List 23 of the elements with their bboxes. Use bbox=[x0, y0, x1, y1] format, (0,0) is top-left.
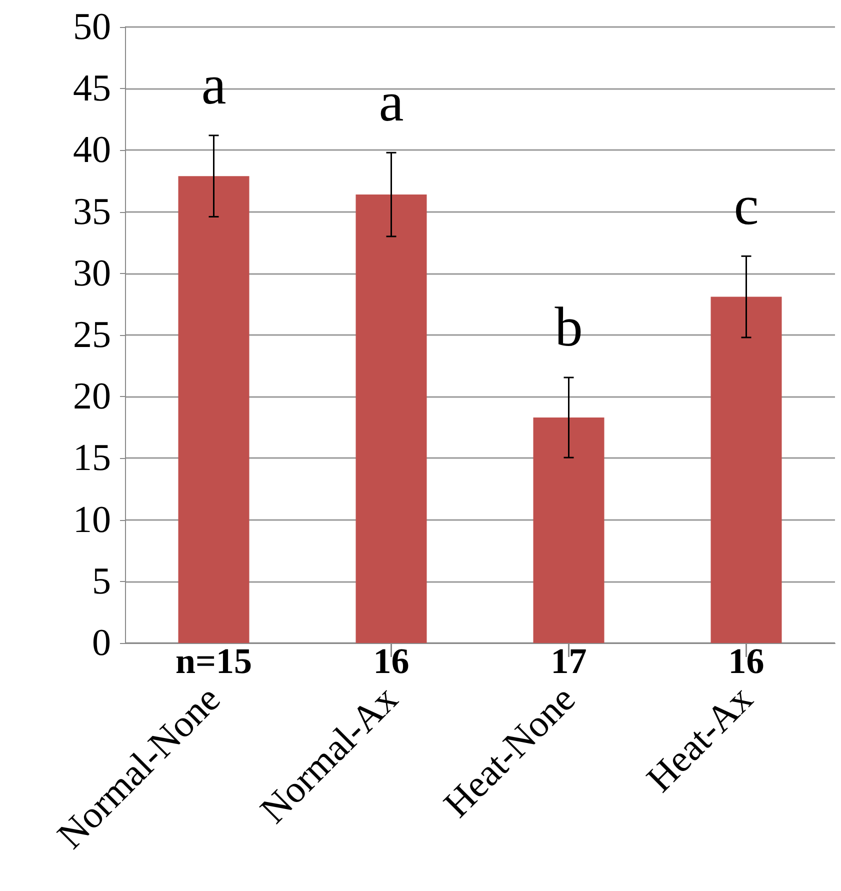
y-tick-label: 35 bbox=[73, 190, 111, 233]
annotation: 17 bbox=[550, 641, 587, 681]
y-tick-label: 40 bbox=[73, 129, 111, 172]
bar bbox=[533, 418, 604, 643]
annotation: a bbox=[378, 72, 404, 134]
annotation: b bbox=[554, 296, 583, 359]
y-tick-label: 0 bbox=[92, 622, 111, 664]
y-tick-label: 45 bbox=[73, 68, 111, 110]
annotation: n=15 bbox=[175, 641, 252, 681]
y-tick-label: 10 bbox=[73, 498, 111, 541]
bar bbox=[178, 176, 250, 643]
y-tick-label: 15 bbox=[73, 437, 111, 480]
bar bbox=[356, 194, 427, 643]
y-tick-label: 5 bbox=[92, 560, 111, 602]
y-tick-label: 50 bbox=[73, 6, 111, 48]
y-tick-label: 20 bbox=[73, 376, 111, 418]
y-tick-label: 30 bbox=[73, 252, 111, 294]
annotation: c bbox=[734, 175, 759, 238]
annotation: 16 bbox=[728, 641, 764, 681]
y-tick-label: 25 bbox=[73, 314, 111, 356]
bar bbox=[710, 296, 782, 643]
annotation: a bbox=[201, 54, 226, 116]
annotation: 16 bbox=[373, 641, 410, 681]
